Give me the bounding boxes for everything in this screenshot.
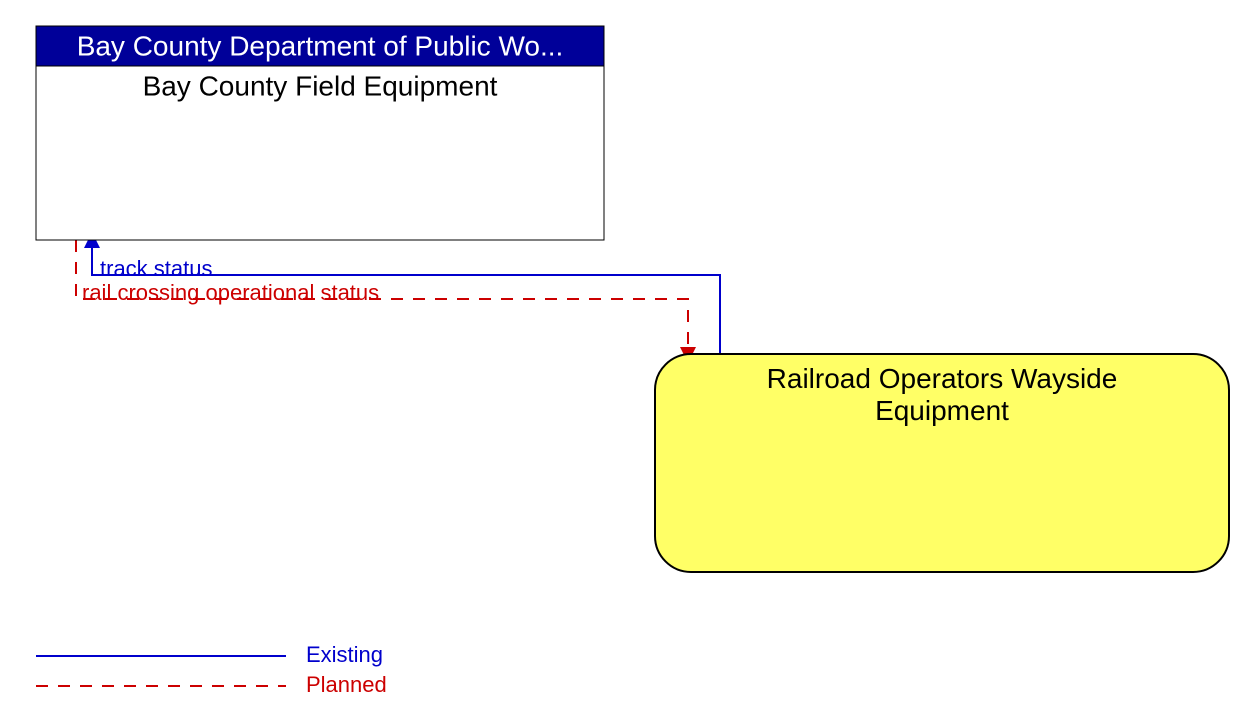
entity-box-railroad: Railroad Operators WaysideEquipment: [655, 354, 1229, 572]
entity-box-field-equipment: Bay County Department of Public Wo... Bay…: [36, 26, 604, 240]
entity-header: Bay County Department of Public Wo...: [77, 30, 564, 61]
legend: Existing Planned: [36, 642, 387, 697]
legend-label: Existing: [306, 642, 383, 667]
flow-label: track status: [100, 256, 212, 281]
flow-label: rail crossing operational status: [82, 280, 379, 305]
entity-title: Bay County Field Equipment: [143, 70, 498, 101]
legend-label: Planned: [306, 672, 387, 697]
